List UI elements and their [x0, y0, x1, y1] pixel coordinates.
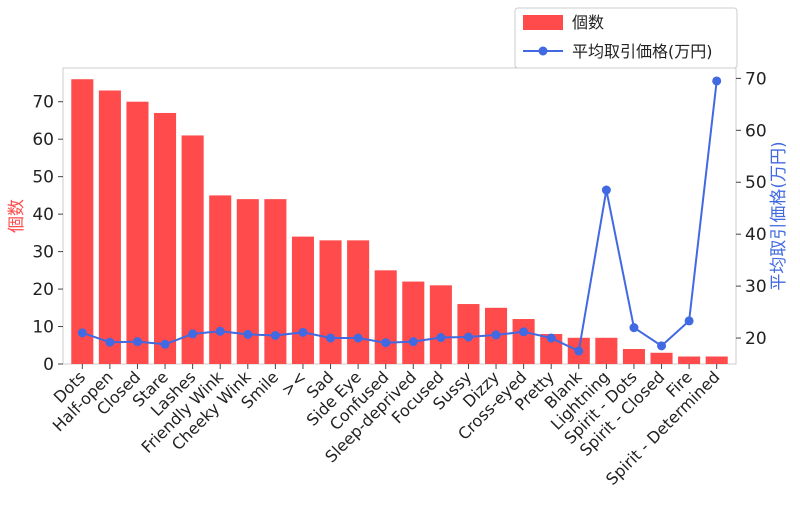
price-point	[160, 339, 170, 349]
bar	[650, 352, 673, 364]
right-axis-title: 平均取引価格(万円)	[769, 141, 789, 290]
right-tick-label: 20	[745, 329, 767, 349]
bar	[512, 319, 535, 364]
price-point	[188, 329, 198, 339]
price-point	[574, 346, 584, 356]
bar	[678, 356, 701, 364]
bar	[264, 199, 287, 364]
left-tick-label: 30	[32, 243, 54, 263]
bar	[429, 285, 452, 364]
plot-frame	[62, 67, 737, 365]
left-tick-label: 50	[32, 168, 54, 188]
bar	[402, 281, 425, 364]
price-point	[353, 333, 363, 343]
bar	[319, 240, 342, 364]
category-label: ><	[277, 367, 309, 399]
bar	[374, 270, 397, 364]
price-point	[712, 76, 722, 86]
bar	[126, 101, 149, 364]
bar	[291, 236, 314, 364]
price-point	[77, 328, 87, 338]
price-point	[298, 327, 308, 337]
right-tick-label: 70	[745, 69, 767, 89]
bar	[236, 199, 259, 364]
bar	[209, 195, 232, 364]
bar	[98, 90, 121, 364]
price-point	[270, 330, 280, 340]
price-point	[491, 330, 501, 340]
left-axis-title: 個数	[7, 199, 27, 233]
legend-line-label: 平均取引価格(万円)	[572, 42, 713, 61]
price-point	[381, 338, 391, 348]
right-tick-label: 60	[745, 121, 767, 141]
bars-layer	[71, 79, 728, 364]
bar	[181, 135, 204, 364]
bar	[154, 112, 177, 364]
legend-line-marker	[538, 46, 548, 56]
right-tick-label: 50	[745, 173, 767, 193]
price-point	[546, 333, 556, 343]
price-point	[436, 333, 446, 343]
left-tick-label: 40	[32, 205, 54, 225]
bar	[622, 349, 645, 364]
price-point	[408, 337, 418, 347]
price-point	[657, 341, 667, 351]
price-point	[326, 333, 336, 343]
right-axis-ticks: 20 30 40 50 60 70	[736, 69, 767, 349]
left-tick-label: 70	[32, 93, 54, 113]
left-tick-label: 20	[32, 280, 54, 300]
bar	[595, 337, 618, 364]
right-tick-label: 40	[745, 225, 767, 245]
price-point	[629, 323, 639, 333]
right-tick-label: 30	[745, 277, 767, 297]
legend-bar-swatch	[523, 15, 563, 30]
legend-bar-label: 個数	[572, 13, 604, 32]
left-axis-ticks: 0 10 20 30 40 50 60 70	[32, 93, 63, 375]
bar	[71, 79, 94, 364]
legend: 個数 平均取引価格(万円)	[514, 7, 738, 69]
line-layer	[77, 76, 722, 356]
legend-box	[514, 7, 738, 69]
left-tick-label: 60	[32, 130, 54, 150]
price-point	[105, 337, 115, 347]
left-tick-label: 10	[32, 318, 54, 338]
price-point	[463, 332, 473, 342]
price-point	[243, 329, 253, 339]
price-point	[684, 316, 694, 326]
price-point	[519, 327, 529, 337]
price-point	[215, 326, 225, 336]
bar	[347, 240, 370, 364]
left-tick-label: 0	[43, 355, 54, 375]
price-point	[132, 337, 142, 347]
price-line	[81, 80, 718, 353]
price-point	[601, 185, 611, 195]
bar	[705, 356, 728, 364]
